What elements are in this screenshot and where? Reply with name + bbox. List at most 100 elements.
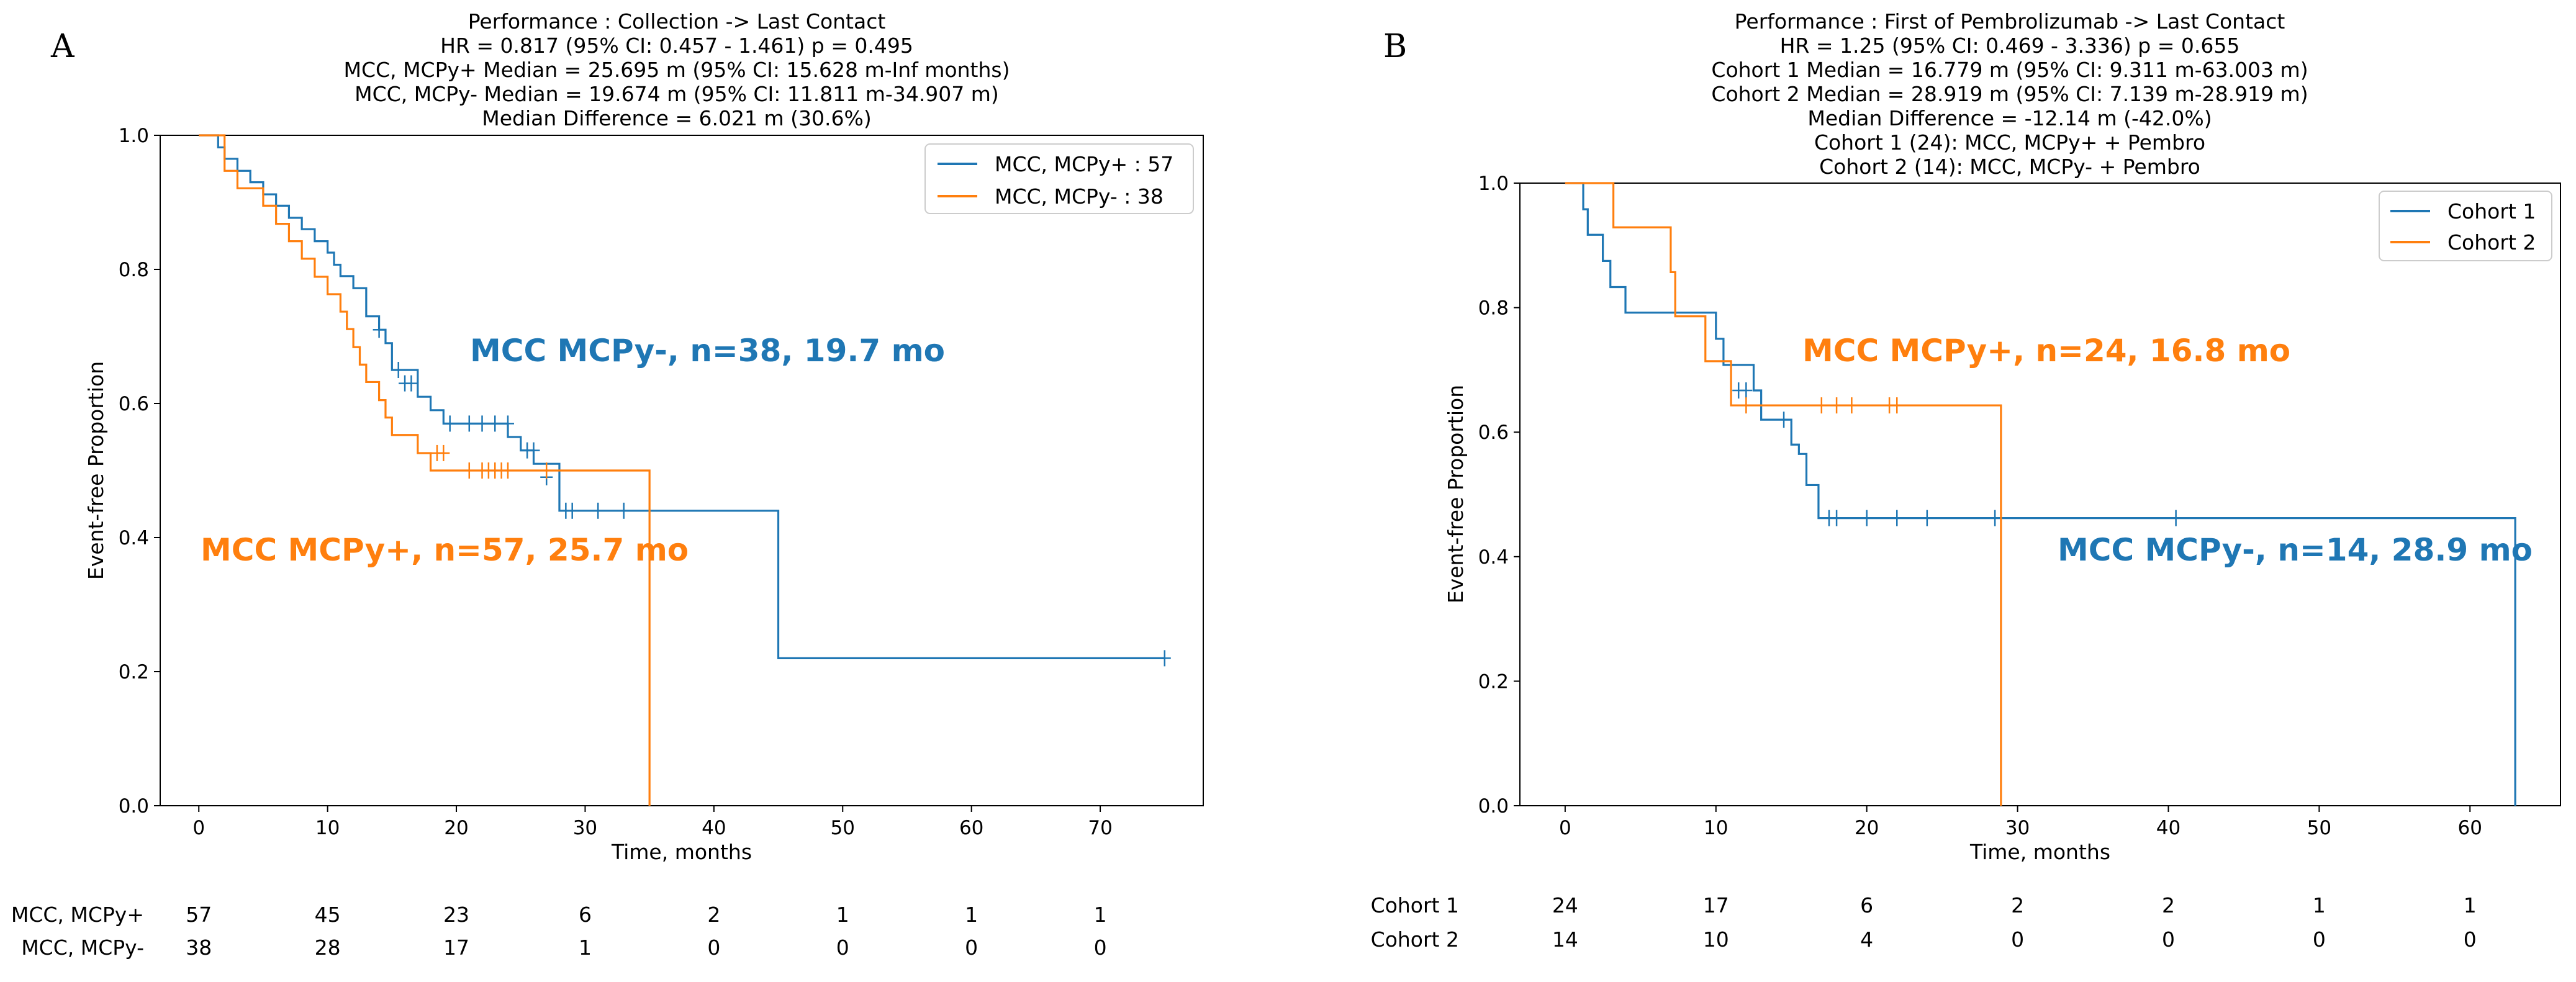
censor-mark: [392, 362, 405, 378]
censor-mark: [1158, 650, 1171, 667]
risk-count: 2: [2162, 893, 2175, 917]
y-tick-label: 0.8: [119, 259, 149, 281]
panel-b-title-line: HR = 1.25 (95% CI: 0.469 - 3.336) p = 0.…: [1780, 34, 2240, 58]
panel-b-plot-frame: [1519, 182, 2561, 806]
y-tick-label: 0.0: [1478, 795, 1509, 818]
panel-a-annotation-mcpy-plus: MCC MCPy+, n=57, 25.7 mo: [201, 532, 689, 568]
censor-mark: [1740, 382, 1753, 399]
risk-count: 2: [707, 903, 720, 927]
panel-b-x-axis-label: Time, months: [1969, 840, 2110, 864]
censor-mark: [2169, 510, 2182, 526]
censor-mark: [443, 415, 456, 432]
panel-a-risk-table: MCC, MCPy+ 57 45 23 6 2 1 1 1 MCC, MCPy- 38 28 17 1 0 0…: [11, 903, 1107, 960]
risk-count: 0: [2464, 927, 2477, 952]
censor-mark: [463, 415, 476, 432]
x-tick-label: 20: [1855, 817, 1879, 839]
risk-count: 1: [836, 903, 849, 927]
x-tick-label: 30: [2005, 817, 2030, 839]
censor-mark: [617, 502, 630, 519]
censor-mark: [1920, 510, 1933, 526]
risk-count: 6: [1860, 893, 1873, 917]
risk-row-label: MCC, MCPy+: [11, 903, 144, 927]
risk-count: 10: [1703, 927, 1729, 952]
y-tick-label: 0.8: [1478, 297, 1509, 320]
x-tick-label: 60: [2458, 817, 2482, 839]
y-tick-label: 1.0: [119, 125, 149, 147]
censor-mark: [1830, 397, 1843, 414]
panel-a-x-axis-label: Time, months: [611, 840, 752, 864]
risk-count: 1: [1094, 903, 1107, 927]
panel-b-y-axis-label: Event-free Proportion: [1444, 385, 1468, 603]
censor-mark: [502, 415, 514, 432]
panel-b-y-axis: 0.0 0.2 0.4 0.6 0.8 1.0: [1478, 173, 1520, 818]
panel-a-plot-frame: [160, 135, 1204, 806]
censor-mark: [502, 462, 514, 479]
panel-b-title-line: Cohort 1 Median = 16.779 m (95% CI: 9.31…: [1711, 58, 2308, 82]
censor-mark: [566, 502, 579, 519]
risk-count: 1: [2313, 893, 2326, 917]
panel-a-y-axis-label: Event-free Proportion: [84, 361, 108, 580]
censor-mark: [527, 442, 540, 459]
km-curve-1: [199, 134, 1165, 659]
panel-a-label: A: [50, 28, 75, 65]
censor-mark: [463, 462, 476, 479]
risk-count: 1: [2464, 893, 2477, 917]
x-tick-label: 40: [2156, 817, 2181, 839]
panel-a-series-group: [199, 134, 1171, 806]
risk-count: 6: [579, 903, 592, 927]
km-curve-2: [199, 134, 651, 806]
panel-b-x-axis: 0 10 20 30 40 50 60: [1559, 806, 2482, 839]
y-tick-label: 0.6: [1478, 421, 1509, 444]
risk-count: 28: [315, 935, 341, 960]
y-tick-label: 0.2: [1478, 670, 1509, 693]
risk-count: 17: [1703, 893, 1729, 917]
panel-b-legend-entry-2: Cohort 2: [2447, 230, 2536, 255]
panel-b-annotation-mcpy-plus: MCC MCPy+, n=24, 16.8 mo: [1802, 333, 2290, 369]
risk-count: 0: [2011, 927, 2024, 952]
panel-b-title-line: Cohort 2 (14): MCC, MCPy- + Pembro: [1819, 155, 2200, 179]
risk-row-label: MCC, MCPy-: [21, 935, 144, 960]
panel-a-title-line: Median Difference = 6.021 m (30.6%): [482, 106, 871, 130]
censor-mark: [1778, 412, 1791, 428]
panel-b-legend: Cohort 1 Cohort 2: [2379, 191, 2552, 261]
censor-mark: [540, 462, 553, 479]
panel-a-legend-entry-1: MCC, MCPy+ : 57: [995, 152, 1173, 176]
risk-count: 1: [965, 903, 978, 927]
panel-b-annotation-mcpy-minus: MCC MCPy-, n=14, 28.9 mo: [2058, 532, 2533, 568]
censor-mark: [1989, 510, 2002, 526]
censor-mark: [373, 322, 386, 338]
risk-count: 2: [2011, 893, 2024, 917]
panel-b-title-line: Cohort 2 Median = 28.919 m (95% CI: 7.13…: [1711, 82, 2308, 106]
censor-mark: [405, 375, 418, 392]
panel-b: B Performance : First of Pembrolizumab -…: [1371, 9, 2561, 952]
risk-count: 0: [836, 935, 849, 960]
panel-a-title-line: MCC, MCPy- Median = 19.674 m (95% CI: 11…: [355, 82, 999, 106]
panel-a-title: Performance : Collection -> Last Contact…: [344, 9, 1010, 130]
x-tick-label: 60: [959, 817, 983, 839]
x-tick-label: 10: [1704, 817, 1728, 839]
risk-count: 0: [707, 935, 720, 960]
y-tick-label: 0.6: [119, 393, 149, 415]
x-tick-label: 70: [1088, 817, 1112, 839]
censor-mark: [592, 502, 605, 519]
panel-b-title-line: Median Difference = -12.14 m (-42.0%): [1807, 106, 2212, 130]
x-tick-label: 0: [1559, 817, 1571, 839]
y-tick-label: 0.4: [1478, 546, 1509, 569]
panel-a-y-axis: 0.0 0.2 0.4 0.6 0.8 1.0: [119, 125, 160, 818]
panel-a-legend-entry-2: MCC, MCPy- : 38: [995, 184, 1164, 209]
censor-mark: [1830, 510, 1843, 526]
risk-count: 0: [2313, 927, 2326, 952]
risk-count: 38: [186, 935, 212, 960]
panel-a-x-axis: 0 10 20 30 40 50 60 70: [192, 806, 1113, 839]
panel-b-title: Performance : First of Pembrolizumab -> …: [1711, 9, 2308, 179]
risk-count: 1: [579, 935, 592, 960]
risk-count: 24: [1552, 893, 1578, 917]
x-tick-label: 20: [444, 817, 468, 839]
censor-mark: [437, 444, 450, 461]
panel-a-legend: MCC, MCPy+ : 57 MCC, MCPy- : 38: [924, 143, 1194, 214]
panel-b-title-line: Cohort 1 (24): MCC, MCPy+ + Pembro: [1814, 130, 2205, 155]
panel-b-label: B: [1383, 28, 1407, 65]
censor-mark: [1891, 510, 1904, 526]
censor-mark: [1891, 397, 1904, 414]
